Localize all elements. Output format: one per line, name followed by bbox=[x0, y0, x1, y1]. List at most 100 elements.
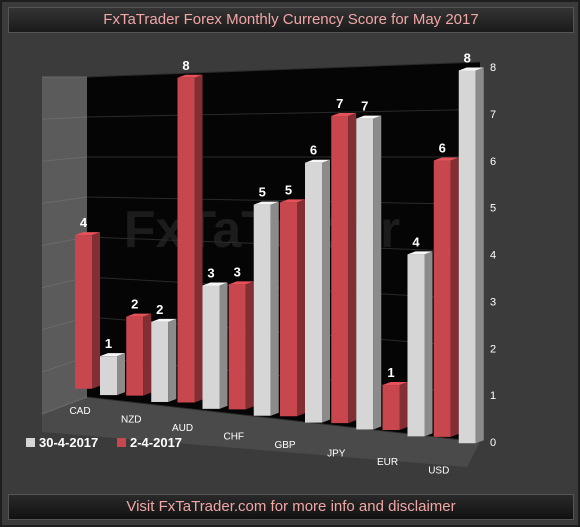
bar-aud-2-4-2017: 8 bbox=[177, 58, 203, 403]
y-tick-label: 2 bbox=[490, 343, 496, 355]
bar-front bbox=[382, 385, 400, 430]
bar-side bbox=[117, 353, 125, 396]
bar-chf-2-4-2017: 3 bbox=[228, 264, 254, 410]
category-label-chf: CHF bbox=[223, 432, 244, 443]
gridline bbox=[86, 196, 481, 205]
bar-chf-30-4-2017: 5 bbox=[253, 185, 279, 416]
data-label: 2 bbox=[131, 297, 138, 312]
bar-side bbox=[450, 157, 459, 437]
side-gridline bbox=[41, 116, 88, 120]
category-labels: CAD NZD AUD CHF GBP JPY EUR USD bbox=[69, 406, 449, 477]
y-tick-label: 7 bbox=[490, 109, 496, 121]
data-label: 6 bbox=[310, 143, 317, 158]
data-label: 2 bbox=[156, 302, 163, 317]
data-label: 7 bbox=[361, 99, 368, 114]
side-gridline bbox=[41, 156, 88, 162]
bar-side bbox=[475, 67, 484, 444]
bar-top bbox=[433, 157, 459, 161]
title-bar: FxTaTrader Forex Monthly Currency Score … bbox=[8, 7, 574, 33]
bar-nzd-2-4-2017: 2 bbox=[126, 297, 152, 396]
bar-cad-2-4-2017: 4 bbox=[75, 215, 100, 389]
bar-front bbox=[253, 204, 271, 416]
bar-side bbox=[219, 282, 228, 409]
bar-side bbox=[143, 313, 152, 396]
bar-front bbox=[228, 284, 246, 410]
bar-front bbox=[75, 235, 92, 389]
bar-top bbox=[280, 199, 305, 203]
y-tick-label: 8 bbox=[490, 62, 496, 74]
bar-front bbox=[458, 70, 476, 444]
data-label: 8 bbox=[182, 58, 189, 73]
bar-front bbox=[151, 321, 169, 402]
bar-gbp-2-4-2017: 5 bbox=[280, 182, 305, 417]
category-label-usd: USD bbox=[428, 466, 449, 477]
bar-side bbox=[424, 251, 433, 437]
bar-top bbox=[100, 353, 125, 357]
legend-label-30-4-2017: 30-4-2017 bbox=[39, 435, 98, 450]
bar-eur-2-4-2017: 1 bbox=[382, 365, 408, 430]
category-label-cad: CAD bbox=[69, 406, 90, 417]
bar-top bbox=[228, 281, 254, 285]
category-label-nzd: NZD bbox=[121, 415, 142, 426]
data-label: 4 bbox=[412, 234, 420, 249]
bar-side bbox=[270, 201, 279, 416]
bar-top bbox=[151, 318, 177, 322]
data-label: 8 bbox=[464, 50, 471, 65]
bar-jpy-30-4-2017: 7 bbox=[356, 99, 382, 430]
bar-front bbox=[100, 356, 117, 396]
bar-usd-2-4-2017: 6 bbox=[433, 141, 459, 437]
data-label: 5 bbox=[285, 182, 292, 197]
y-tick-label: 0 bbox=[490, 437, 496, 449]
y-tick-label: 4 bbox=[490, 250, 496, 262]
bar-front bbox=[305, 162, 322, 423]
y-tick-label: 1 bbox=[490, 390, 496, 402]
footer-bar: Visit FxTaTrader.com for more info and d… bbox=[8, 494, 574, 520]
legend-label-2-4-2017: 2-4-2017 bbox=[130, 435, 182, 450]
bar-top bbox=[253, 201, 279, 205]
y-tick-label: 5 bbox=[490, 203, 496, 215]
data-label: 4 bbox=[80, 215, 88, 230]
bar-aud-30-4-2017: 3 bbox=[202, 265, 228, 409]
chart-title: FxTaTrader Forex Monthly Currency Score … bbox=[103, 11, 479, 28]
bar-gbp-30-4-2017: 6 bbox=[305, 143, 330, 423]
bar-front bbox=[202, 285, 220, 409]
bar-top bbox=[202, 282, 228, 286]
bar-usd-30-4-2017: 8 bbox=[458, 50, 484, 444]
bar-side bbox=[373, 115, 382, 430]
bar-side bbox=[348, 113, 357, 424]
y-tick-labels: 0 1 2 3 4 5 6 7 8 bbox=[490, 62, 496, 449]
legend-swatch-2-4-2017 bbox=[117, 438, 126, 447]
bar-top bbox=[126, 313, 152, 317]
bar-top bbox=[407, 251, 433, 255]
bar-front bbox=[331, 116, 349, 424]
data-label: 6 bbox=[439, 141, 446, 156]
bar-cad-30-4-2017: 1 bbox=[100, 336, 125, 396]
bar-side bbox=[297, 199, 305, 417]
category-label-jpy: JPY bbox=[327, 449, 346, 460]
gridline bbox=[86, 61, 481, 78]
bar-front bbox=[177, 77, 195, 403]
floor bbox=[42, 397, 480, 467]
data-label: 3 bbox=[207, 265, 214, 280]
bar-side bbox=[194, 74, 203, 403]
category-label-aud: AUD bbox=[172, 423, 193, 434]
side-gridline bbox=[41, 396, 88, 415]
data-label: 5 bbox=[259, 185, 266, 200]
bar-top bbox=[458, 67, 484, 71]
bar-top bbox=[356, 115, 382, 119]
bar-top bbox=[382, 382, 408, 386]
bar-top bbox=[305, 159, 330, 163]
bar-front bbox=[356, 118, 374, 430]
legend: 30-4-2017 2-4-2017 bbox=[26, 435, 182, 450]
bar-top bbox=[177, 74, 203, 78]
bar-front bbox=[433, 160, 451, 437]
bar-front bbox=[407, 254, 425, 437]
bars: 4 1 2 2 8 3 3 5 5 6 7 7 1 4 6 8 bbox=[75, 50, 484, 444]
bar-side bbox=[245, 281, 254, 410]
y-tick-label: 6 bbox=[490, 156, 496, 168]
bar-front bbox=[280, 202, 297, 417]
data-label: 1 bbox=[105, 336, 112, 351]
category-label-eur: EUR bbox=[377, 457, 398, 468]
